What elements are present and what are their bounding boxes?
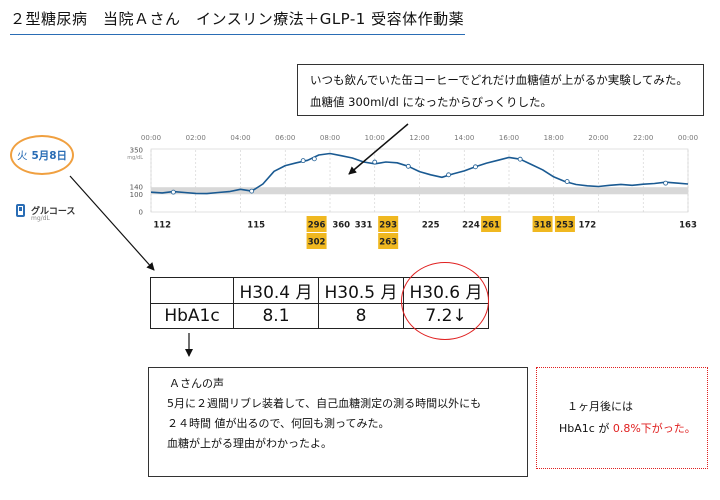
x-tick-label: 08:00 [320,134,340,142]
glucose-series-line [150,152,689,195]
x-tick-label: 00:00 [141,134,161,142]
x-tick-label: 14:00 [454,134,474,142]
y-tick-label: 350 [130,147,143,155]
scan-point [372,159,378,165]
x-tick-label: 06:00 [275,134,295,142]
target-range-band [151,187,688,195]
highlight-circle [401,262,489,340]
x-tick-label: 12:00 [409,134,429,142]
reading-value: 115 [247,221,265,231]
reading-value: 225 [422,221,440,231]
reading-value: 172 [578,221,596,231]
page-title: ２型糖尿病 当院Ａさん インスリン療法＋GLP-1 受容体作動薬 [10,10,465,28]
x-tick-label: 00:00 [678,134,698,142]
x-tick-label: 22:00 [633,134,653,142]
scan-point [170,189,176,195]
result-line-1: １ヶ月後には [567,400,633,413]
x-tick-label: 16:00 [499,134,519,142]
reading-value: 293 [379,221,397,231]
callout-line-2: 血糖値 300ml/dl になったからびっくりした。 [310,95,553,109]
day-of-week: 火 [16,149,28,162]
header-cell-empty [150,277,234,304]
voice-line-2: ２４時間 値が出るので、何回も測ってみた。 [167,417,390,430]
x-tick-label: 10:00 [365,134,385,142]
date-text: 5月8日 [31,149,68,162]
reading-highlight [481,216,502,232]
reading-value: 253 [556,221,574,231]
date-arrow [69,175,155,271]
voice-line-3: 血糖が上がる理由がわかったよ。 [167,437,332,450]
date-badge: 火 5月8日 [10,135,74,175]
result-line-2: HbA1c が 0.8%下がった。 [559,418,707,440]
y-tick-label: 140 [130,184,143,192]
x-tick-label: 02:00 [186,134,206,142]
scan-point [405,163,411,169]
experiment-callout: いつも飲んでいた缶コーヒーでどれだけ血糖値が上がるか実験してみた。 血糖値 30… [297,64,704,116]
reading-highlight [306,233,327,249]
reading-highlight [378,216,399,232]
result-box: １ヶ月後には HbA1c が 0.8%下がった。 [536,367,708,469]
reading-value: 318 [534,221,552,231]
x-tick-label: 04:00 [230,134,250,142]
reading-value: 112 [153,221,171,231]
y-tick-label: 100 [130,191,143,199]
result-prefix: HbA1c が [559,422,613,435]
glucose-label: グルコース [31,207,76,217]
header-cell-may: H30.5 月 [318,277,404,304]
reading-value: 302 [308,238,326,248]
reading-highlight [306,216,327,232]
header-cell-apr: H30.4 月 [233,277,319,304]
reading-highlight [554,216,575,232]
title-underline [10,34,465,35]
scan-point [300,158,306,164]
reading-value: 331 [355,221,373,231]
value-apr: 8.1 [233,303,319,329]
y-axis-unit: mg/dL [127,155,143,161]
scan-point [564,179,570,184]
x-tick-label: 18:00 [544,134,564,142]
scan-point [446,172,451,178]
reading-value: 296 [308,221,326,231]
scan-point [311,156,317,162]
value-may: 8 [318,303,404,329]
voice-line-1: 5月に２週間リブレ装着して、自己血糖測定の測る時間以外にも [167,397,482,410]
y-tick-label: 0 [139,209,143,217]
reading-value: 263 [379,238,397,248]
callout-arrow [348,123,409,175]
scan-point [663,180,669,186]
reading-value: 224 [462,221,480,231]
reading-value: 360 [332,221,350,231]
reading-value: 261 [482,221,500,231]
reading-highlight [378,233,399,249]
row-label-hba1c: HbA1c [150,303,234,329]
sensor-icon [16,204,25,217]
scan-point [517,156,523,162]
voice-title: Ａさんの声 [169,377,224,390]
glucose-unit: mg/dL [31,215,50,222]
scan-point [249,188,255,194]
reading-value: 163 [679,221,697,231]
patient-voice-box: Ａさんの声 5月に２週間リブレ装着して、自己血糖測定の測る時間以外にも ２４時間… [148,367,528,477]
reading-highlight [532,216,553,232]
callout-line-1: いつも飲んでいた缶コーヒーでどれだけ血糖値が上がるか実験してみた。 [310,73,688,87]
result-highlight: 0.8%下がった。 [612,422,696,435]
scan-point [473,164,478,170]
x-tick-label: 20:00 [588,134,608,142]
